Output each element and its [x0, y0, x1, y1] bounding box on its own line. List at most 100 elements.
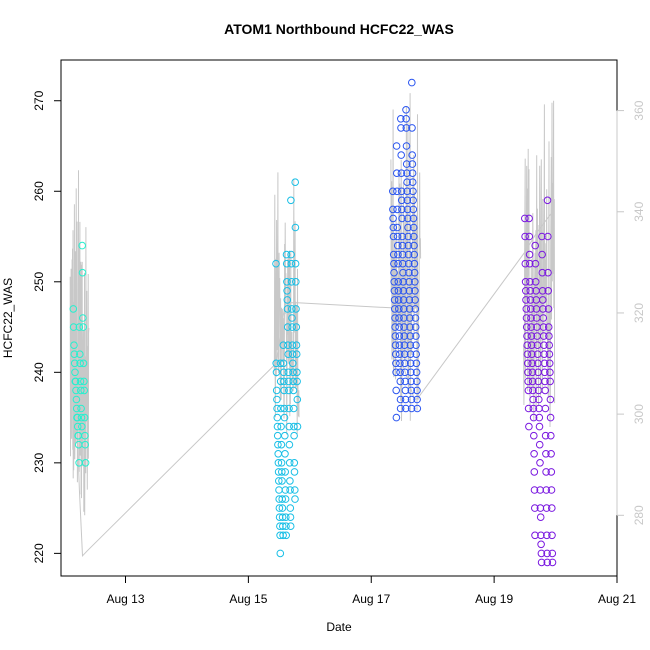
data-point [531, 504, 539, 512]
data-point [535, 413, 544, 422]
data-point [539, 323, 548, 331]
data-point [291, 495, 299, 503]
data-point [400, 323, 408, 331]
data-point [282, 513, 290, 522]
data-point [539, 314, 548, 322]
data-point [409, 187, 417, 196]
data-point [287, 250, 295, 259]
data-point [538, 250, 546, 259]
data-point [408, 178, 417, 186]
data-point [80, 377, 88, 386]
data-point [404, 223, 412, 232]
data-point [531, 531, 539, 540]
data-point [393, 232, 402, 241]
data-point [524, 377, 533, 386]
data-point [531, 241, 540, 250]
data-point [71, 368, 79, 377]
data-point [524, 386, 533, 395]
data-point [547, 486, 556, 494]
data-point [70, 341, 78, 350]
y2-tick-label: 320 [632, 303, 646, 323]
data-point [69, 323, 78, 331]
data-point [400, 350, 409, 359]
data-point [410, 232, 418, 241]
data-point [401, 395, 410, 404]
data-point [400, 332, 409, 340]
data-point [286, 486, 294, 494]
data-point [548, 558, 557, 567]
data-point [291, 178, 300, 186]
data-point [389, 214, 397, 223]
data-point [403, 196, 412, 205]
data-point [548, 549, 557, 558]
data-point [391, 305, 399, 313]
data-point [548, 531, 556, 540]
data-point [546, 368, 554, 377]
data-point [531, 259, 540, 268]
data-point [283, 305, 292, 313]
data-point [75, 323, 84, 331]
data-point [276, 359, 285, 368]
data-point [398, 205, 406, 214]
data-point [527, 332, 536, 340]
data-point [395, 323, 404, 331]
data-point [542, 468, 550, 476]
data-point [390, 278, 399, 286]
data-point [292, 350, 301, 359]
data-point [277, 459, 286, 467]
data-point [391, 323, 399, 331]
data-point [521, 278, 530, 286]
data-point [546, 395, 555, 404]
data-point [284, 368, 293, 377]
data-point [539, 296, 547, 304]
data-point [281, 431, 289, 440]
data-point [397, 151, 406, 159]
data-point [391, 350, 400, 359]
data-point [285, 422, 294, 431]
data-point [399, 259, 407, 268]
data-point [527, 323, 536, 331]
data-point [395, 341, 404, 350]
data-point [402, 106, 410, 114]
data-point [395, 305, 403, 313]
data-point [281, 468, 290, 476]
y-tick-label: 230 [32, 453, 46, 473]
data-point [526, 287, 535, 295]
data-point [283, 323, 292, 331]
data-point [274, 459, 283, 467]
data-point [407, 386, 416, 395]
data-point [394, 296, 403, 304]
data-point [399, 296, 408, 304]
data-point [278, 504, 287, 512]
data-point [278, 468, 286, 476]
data-point [293, 395, 302, 404]
data-point [278, 513, 287, 522]
data-point [406, 350, 415, 359]
data-point [546, 377, 554, 386]
data-point [542, 450, 550, 458]
data-point [391, 332, 400, 340]
data-point [528, 350, 536, 359]
data-point [78, 422, 86, 431]
data-point [527, 314, 535, 322]
data-point [76, 377, 85, 386]
data-point [401, 386, 410, 395]
data-point [278, 477, 286, 485]
data-point [407, 368, 415, 377]
data-point [396, 395, 405, 404]
data-point [525, 250, 534, 259]
data-point [545, 341, 554, 350]
y2-tick-label: 340 [632, 201, 646, 221]
data-point [281, 450, 289, 458]
data-point [539, 305, 547, 313]
data-point [406, 314, 414, 322]
data-point [283, 287, 291, 295]
data-point [395, 332, 404, 340]
data-point [389, 223, 398, 232]
data-point [293, 368, 301, 377]
data-point [400, 341, 409, 350]
data-point [409, 214, 418, 223]
data-point [73, 413, 82, 422]
data-point [288, 323, 297, 331]
data-point [397, 115, 405, 123]
